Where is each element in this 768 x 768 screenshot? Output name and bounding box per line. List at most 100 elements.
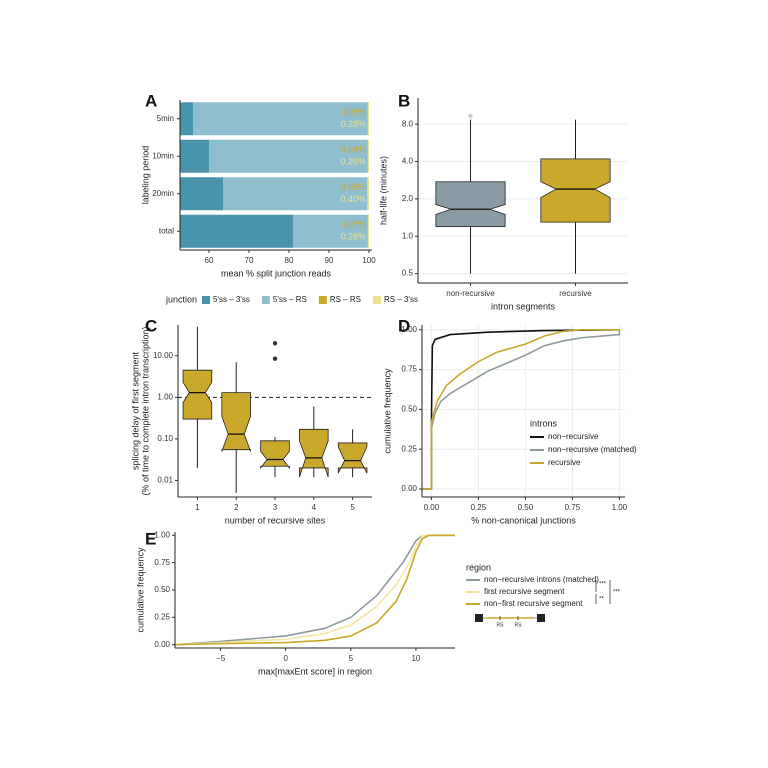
y-tick-label: 2.0 bbox=[402, 194, 414, 203]
x-tick-label: non-recursive bbox=[446, 289, 495, 298]
y-tick-label: 0.00 bbox=[401, 484, 417, 493]
legend-swatch bbox=[202, 296, 210, 304]
bar-segment bbox=[180, 102, 193, 136]
legend-title: region bbox=[466, 562, 491, 572]
panel-label: B bbox=[398, 91, 410, 110]
legend-label: RS – RS bbox=[330, 295, 361, 304]
x-tick-label: 0.00 bbox=[424, 503, 440, 512]
bar-segment bbox=[367, 139, 369, 173]
bar-segment bbox=[180, 139, 209, 173]
x-tick-label: 4 bbox=[312, 503, 317, 512]
value-label: 0.05% bbox=[340, 107, 366, 117]
y-tick-label: 1.00 bbox=[157, 392, 173, 401]
panel-label: A bbox=[145, 91, 157, 110]
box bbox=[299, 428, 329, 478]
value-label: 0.04% bbox=[340, 145, 366, 155]
y-tick-label: 0.50 bbox=[154, 585, 170, 594]
legend-swatch bbox=[261, 296, 270, 304]
bar-segment bbox=[367, 102, 369, 136]
x-tick-label: 60 bbox=[205, 256, 214, 265]
y-tick-label: 0.50 bbox=[401, 405, 417, 414]
value-label: 0.26% bbox=[340, 232, 366, 242]
y-tick-label: 0.00 bbox=[154, 640, 170, 649]
x-tick-label: 90 bbox=[325, 256, 334, 265]
outlier bbox=[468, 113, 473, 119]
y-tick-label: total bbox=[159, 226, 174, 235]
x-tick-label: 5 bbox=[349, 654, 354, 663]
x-axis-title: number of recursive sites bbox=[225, 515, 326, 525]
x-tick-label: 10 bbox=[411, 654, 420, 663]
legend-label: non−recursive bbox=[548, 432, 599, 441]
outlier bbox=[272, 341, 278, 346]
x-tick-label: 80 bbox=[285, 256, 294, 265]
y-axis-title: labeling period bbox=[140, 146, 150, 205]
value-label: 0.07% bbox=[340, 220, 366, 230]
bar-segment bbox=[180, 177, 223, 211]
x-tick-label: 1.00 bbox=[612, 503, 628, 512]
legend-label: 5'ss – RS bbox=[273, 295, 307, 304]
x-tick-label: 0.75 bbox=[565, 503, 581, 512]
ecdf-line bbox=[174, 534, 455, 646]
x-tick-label: 3 bbox=[273, 503, 278, 512]
diagram-exon bbox=[475, 614, 483, 622]
box bbox=[435, 181, 506, 227]
value-label: 0.40% bbox=[340, 194, 366, 204]
bar-segment bbox=[223, 177, 368, 211]
bar-segment bbox=[193, 102, 368, 136]
legend-label: non−recursive (matched) bbox=[548, 445, 637, 454]
y-tick-label: 0.10 bbox=[157, 434, 173, 443]
y-tick-label: 0.01 bbox=[157, 476, 173, 485]
y-axis-title: (% of time to complete intron transcript… bbox=[140, 326, 150, 495]
legend-label: 5'ss – 3'ss bbox=[213, 295, 250, 304]
significance: *** bbox=[599, 582, 607, 588]
legend-label: non−recursive introns (matched) bbox=[484, 575, 599, 584]
y-tick-label: 0.75 bbox=[401, 365, 417, 374]
value-label: 0.05% bbox=[340, 182, 366, 192]
legend-label: recursive bbox=[548, 458, 581, 467]
panel-label: C bbox=[145, 316, 157, 335]
x-tick-label: 5 bbox=[350, 503, 355, 512]
outlier bbox=[272, 356, 278, 361]
panel-label: D bbox=[398, 316, 410, 335]
box bbox=[260, 440, 290, 470]
diagram-label: RS bbox=[497, 622, 505, 628]
ecdf-line bbox=[422, 329, 621, 490]
legend-label: first recursive segment bbox=[484, 587, 565, 596]
box bbox=[540, 158, 611, 223]
y-tick-label: 10.00 bbox=[153, 351, 174, 360]
value-label: 0.28% bbox=[340, 119, 366, 129]
ecdf-line bbox=[174, 534, 455, 646]
y-tick-label: 1.00 bbox=[401, 325, 417, 334]
y-axis-title: half-life (minutes) bbox=[378, 156, 388, 225]
y-tick-label: 10min bbox=[152, 151, 174, 160]
significance: *** bbox=[613, 590, 621, 596]
x-tick-label: 70 bbox=[245, 256, 254, 265]
y-tick-label: 0.75 bbox=[154, 558, 170, 567]
diagram-exon bbox=[537, 614, 545, 622]
ecdf-line bbox=[174, 534, 455, 646]
bar-segment bbox=[180, 214, 293, 248]
legend-swatch bbox=[372, 296, 381, 304]
y-tick-label: 1.0 bbox=[402, 231, 414, 240]
legend-label: RS – 3'ss bbox=[384, 295, 418, 304]
x-axis-title: % non-canonical junctions bbox=[471, 515, 576, 525]
diagram-label: RS bbox=[515, 622, 523, 628]
x-axis-title: max[maxEnt score] in region bbox=[258, 666, 372, 676]
box bbox=[337, 442, 368, 474]
x-tick-label: recursive bbox=[559, 289, 592, 298]
x-tick-label: 2 bbox=[234, 503, 239, 512]
y-axis-title: cumulative frequency bbox=[135, 547, 145, 633]
y-tick-label: 8.0 bbox=[402, 119, 414, 128]
ecdf-line bbox=[422, 328, 620, 490]
bar-segment bbox=[209, 139, 368, 173]
y-tick-label: 20min bbox=[152, 189, 174, 198]
value-label: 0.26% bbox=[340, 157, 366, 167]
legend-swatch bbox=[318, 296, 327, 304]
legend-label: non−first recursive segment bbox=[484, 599, 583, 608]
significance: ** bbox=[599, 597, 604, 603]
y-axis-title: splicing delay of first segment bbox=[130, 351, 140, 470]
y-tick-label: 0.25 bbox=[154, 612, 170, 621]
legend-title: junction bbox=[165, 294, 197, 304]
x-tick-label: −5 bbox=[216, 654, 226, 663]
bar-segment bbox=[367, 177, 369, 211]
